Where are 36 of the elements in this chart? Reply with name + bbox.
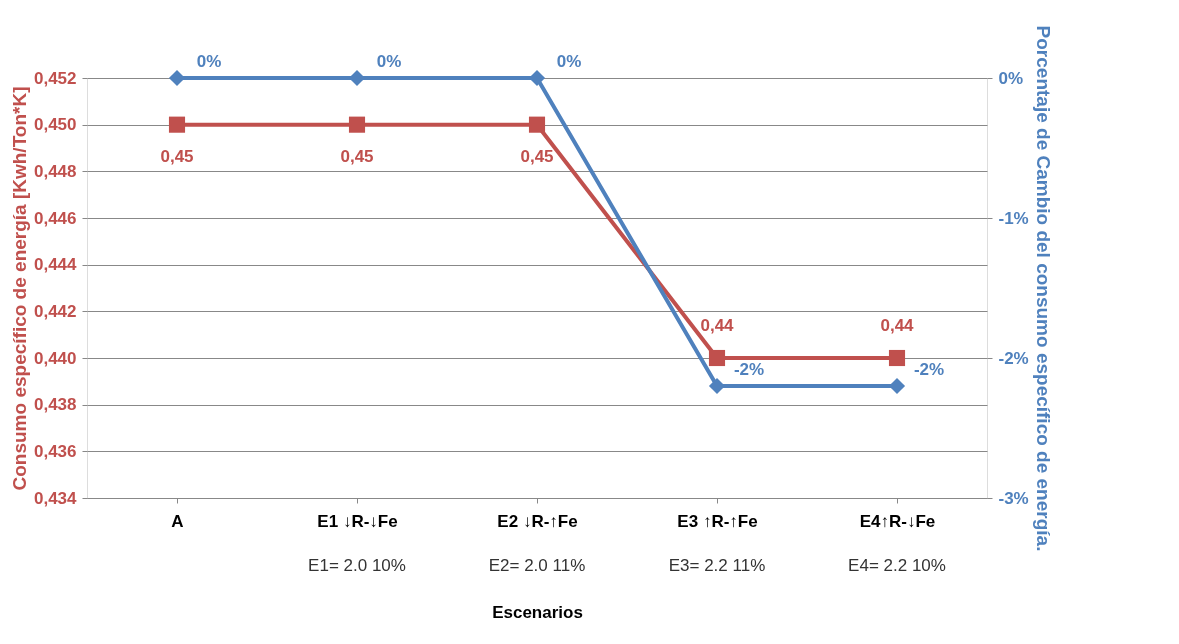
text: E3= 2.2 11% (668, 556, 766, 575)
y2-tick-label: -1% (998, 208, 1029, 228)
x-tick-label: E2 ↓R-↑Fe (497, 511, 578, 531)
data-label: 0,45 (520, 146, 554, 166)
y-tick-label: 0,444 (33, 255, 78, 275)
text: E2= 2.0 11% (488, 556, 586, 575)
data-label: 0% (376, 52, 402, 71)
y-tick-label: 0,446 (33, 208, 77, 228)
data-label: 0% (556, 52, 582, 71)
text: E1= 2.0 10% (308, 556, 406, 575)
data-label: 0,45 (160, 146, 194, 166)
data-label: 0,45 (340, 146, 374, 166)
data-label: -2% (913, 360, 945, 379)
x-tick-label: A (171, 511, 184, 531)
y-tick-label: 0,436 (33, 441, 77, 461)
x-tick-label: E3 ↑R-↑Fe (677, 511, 758, 531)
y-tick-label: 0,434 (33, 488, 78, 508)
x-tick-label: E1 ↓R-↓Fe (317, 511, 398, 531)
data-label: 0% (196, 52, 222, 71)
y-tick-label: 0,452 (33, 68, 77, 88)
y-tick-label: 0,450 (33, 115, 77, 135)
text: E4= 2.2 10% (848, 556, 946, 575)
y-tick-label: 0,438 (33, 395, 77, 415)
y2-tick-label: -3% (998, 488, 1029, 508)
y-tick-label: 0,440 (33, 348, 77, 368)
y-tick-label: 0,442 (33, 301, 77, 321)
data-label: -2% (733, 360, 765, 379)
x-tick-label: E4↑R-↓Fe (859, 511, 936, 531)
y2-tick-label: -2% (998, 348, 1029, 368)
y-axis-title: Consumo específico de energía [Kwh/Ton*K] (8, 86, 30, 491)
y-tick-label: 0,448 (33, 161, 77, 181)
y2-axis-title: Porcentaje de Cambio del consumo específico de energía. (1032, 25, 1054, 552)
y2-tick-label: 0% (998, 68, 1024, 88)
data-label: 0,44 (700, 316, 735, 335)
x-axis-title: Escenarios (492, 602, 583, 622)
data-label: 0,44 (880, 316, 915, 335)
